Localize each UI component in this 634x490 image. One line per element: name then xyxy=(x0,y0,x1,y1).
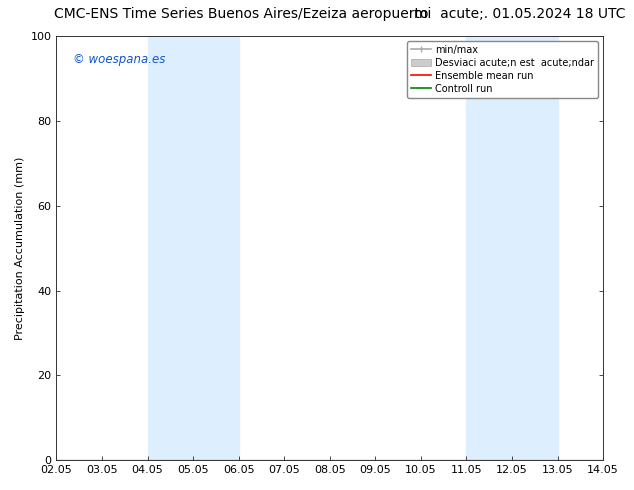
Legend: min/max, Desviaci acute;n est  acute;ndar, Ensemble mean run, Controll run: min/max, Desviaci acute;n est acute;ndar… xyxy=(407,41,598,98)
Bar xyxy=(467,36,557,460)
Bar xyxy=(148,36,238,460)
Text: © woespana.es: © woespana.es xyxy=(73,53,165,66)
Text: mi  acute;. 01.05.2024 18 UTC: mi acute;. 01.05.2024 18 UTC xyxy=(414,7,626,22)
Text: CMC-ENS Time Series Buenos Aires/Ezeiza aeropuerto: CMC-ENS Time Series Buenos Aires/Ezeiza … xyxy=(54,7,428,22)
Y-axis label: Precipitation Accumulation (mm): Precipitation Accumulation (mm) xyxy=(15,156,25,340)
